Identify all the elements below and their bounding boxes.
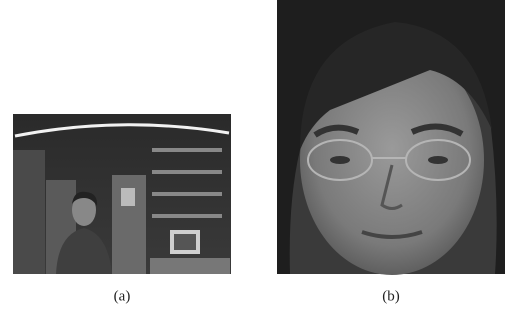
panel-label: (a)	[114, 288, 131, 304]
panel-label: (b)	[382, 288, 400, 304]
panel-a-image	[13, 114, 231, 274]
panel-b-image	[277, 0, 505, 275]
body: (a) (b) (() => { const data = JSON.parse…	[0, 0, 505, 319]
figure: (a) (b)	[0, 0, 505, 319]
page: {"figure": {"panels": [{"label": "(a)"},…	[0, 0, 505, 319]
